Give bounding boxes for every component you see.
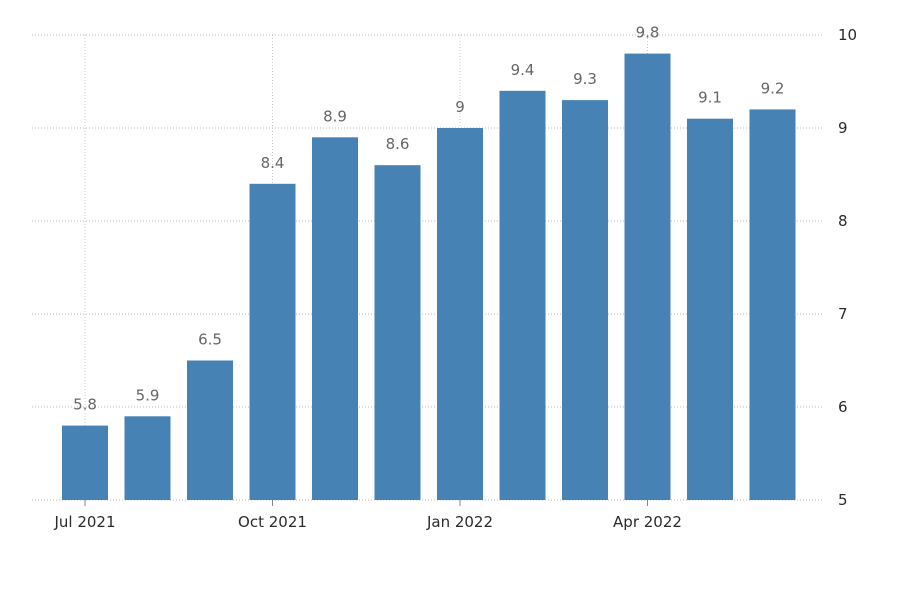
- bar: [312, 137, 358, 501]
- bar: [249, 183, 296, 501]
- y-tick-label: 9: [838, 119, 848, 137]
- data-label: 9.2: [761, 79, 785, 97]
- bar: [187, 360, 233, 500]
- x-axis: Jul 2021 Oct 2021 Jan 2022 Apr 2022: [53, 500, 682, 531]
- bar: [374, 165, 421, 500]
- y-tick-label: 5: [838, 491, 848, 509]
- y-axis: 5 6 7 8 9 10: [838, 26, 857, 509]
- x-tick-label: Apr 2022: [613, 513, 682, 531]
- data-labels: 5.8 5.9 6.5 8.4 8.9 8.6 9 9.4 9.3 9.8 9.1 9.2: [73, 24, 784, 414]
- x-tick-label: Jan 2022: [426, 513, 493, 531]
- bar: [124, 416, 171, 500]
- bars: [62, 53, 796, 501]
- x-tick-label: Jul 2021: [53, 513, 115, 531]
- bar: [562, 100, 608, 500]
- data-label: 6.5: [198, 331, 222, 349]
- y-tick-label: 7: [838, 305, 848, 323]
- data-label: 5.9: [136, 386, 160, 404]
- bar: [749, 109, 796, 501]
- data-label: 9: [455, 98, 465, 116]
- data-label: 9.4: [511, 61, 535, 79]
- data-label: 5.8: [73, 396, 97, 414]
- data-label: 8.6: [386, 135, 410, 153]
- y-tick-label: 8: [838, 212, 848, 230]
- data-label: 8.9: [323, 107, 347, 125]
- data-label: 9.3: [573, 70, 597, 88]
- y-tick-label: 6: [838, 398, 848, 416]
- data-label: 9.1: [698, 89, 722, 107]
- bar: [624, 53, 671, 500]
- bar: [687, 118, 733, 500]
- data-label: 9.8: [636, 24, 660, 42]
- y-tick-label: 10: [838, 26, 857, 44]
- x-tick-label: Oct 2021: [238, 513, 307, 531]
- bar: [437, 128, 483, 500]
- bar: [62, 425, 108, 500]
- data-label: 8.4: [261, 154, 285, 172]
- bar: [499, 90, 546, 501]
